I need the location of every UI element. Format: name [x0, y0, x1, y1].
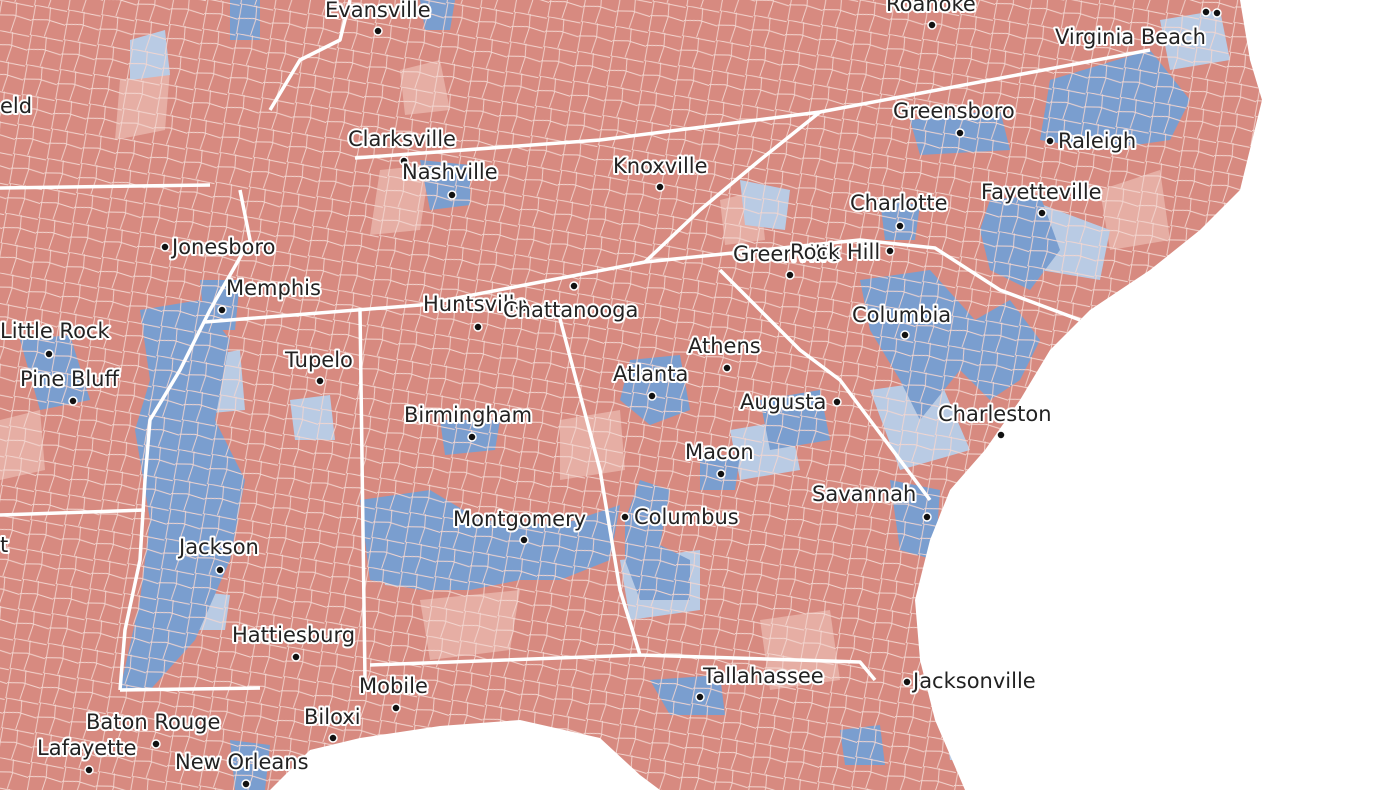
city-labels: Evansville Roanoke Virginia Beach eld Gr… — [0, 0, 1208, 776]
city-label: Memphis — [226, 276, 321, 300]
city-dot — [151, 739, 161, 749]
state-borders — [0, 0, 1151, 692]
city-label: Nashville — [402, 160, 498, 184]
city-dot — [68, 396, 78, 406]
city-label: Macon — [685, 440, 754, 464]
city-dot — [895, 221, 905, 231]
city-label: Raleigh — [1058, 129, 1136, 153]
city-label: Chattanooga — [503, 298, 638, 322]
city-dot — [519, 535, 529, 545]
water — [270, 0, 1374, 790]
city-dot — [160, 242, 170, 252]
city-dot — [1201, 7, 1211, 17]
city-label: Virginia Beach — [1055, 25, 1206, 49]
city-label: t — [0, 533, 8, 557]
city-label: Charlotte — [850, 191, 948, 215]
city-label: Evansville — [325, 0, 431, 22]
city-label: Jackson — [177, 535, 259, 559]
city-label: Columbus — [634, 505, 739, 529]
city-label: Biloxi — [304, 705, 361, 729]
city-dot — [922, 512, 932, 522]
city-dot — [1045, 136, 1055, 146]
city-dot — [927, 20, 937, 30]
city-dot — [832, 397, 842, 407]
city-dot — [447, 190, 457, 200]
city-label: Montgomery — [453, 507, 586, 531]
city-label: Hattiesburg — [232, 623, 355, 647]
city-dot — [695, 692, 705, 702]
city-dots — [44, 7, 1222, 789]
city-dot — [569, 281, 579, 291]
city-label: Pine Bluff — [20, 367, 119, 391]
city-label: Jacksonville — [911, 669, 1036, 693]
city-dot — [399, 156, 409, 166]
city-label: Greenville — [733, 242, 839, 266]
city-dot — [900, 330, 910, 340]
city-label: Greensboro — [893, 99, 1015, 123]
city-label: Tupelo — [284, 348, 353, 372]
city-dot — [785, 270, 795, 280]
city-dot — [955, 128, 965, 138]
city-dot — [215, 565, 225, 575]
city-label: Lafayette — [37, 736, 137, 760]
city-dot — [885, 246, 895, 256]
city-dot — [1037, 208, 1047, 218]
city-label: Knoxville — [613, 154, 708, 178]
city-dot — [620, 512, 630, 522]
city-dot — [328, 733, 338, 743]
city-dot — [722, 363, 732, 373]
city-label: Charleston — [938, 402, 1052, 426]
city-label: Rock Hill — [790, 240, 880, 264]
city-label: Fayetteville — [981, 180, 1102, 204]
city-dot — [716, 469, 726, 479]
city-dot — [391, 703, 401, 713]
city-dot — [473, 322, 483, 332]
city-dot — [315, 376, 325, 386]
city-label: Jonesboro — [170, 235, 275, 259]
city-label: eld — [0, 94, 32, 118]
city-dot — [44, 349, 54, 359]
city-dot — [241, 779, 251, 789]
city-label: Huntsville — [423, 292, 527, 316]
city-label: Athens — [688, 334, 761, 358]
city-label: Clarksville — [348, 127, 456, 151]
city-label: Little Rock — [0, 319, 110, 343]
city-dot — [217, 305, 227, 315]
city-dot — [996, 430, 1006, 440]
city-dot — [84, 765, 94, 775]
city-label: Savannah — [812, 482, 916, 506]
city-dot — [902, 677, 912, 687]
city-label: Birmingham — [404, 403, 532, 427]
city-label: Augusta — [740, 390, 826, 414]
city-label: Tallahassee — [702, 664, 824, 688]
city-label: Columbia — [852, 303, 951, 327]
city-dot — [373, 26, 383, 36]
city-dot — [655, 182, 665, 192]
city-dot — [1212, 8, 1222, 18]
city-label: Atlanta — [613, 362, 688, 386]
city-label: Roanoke — [886, 0, 976, 16]
city-label: Baton Rouge — [86, 710, 220, 734]
city-dot — [291, 652, 301, 662]
city-dot — [467, 432, 477, 442]
city-label: Mobile — [359, 674, 428, 698]
city-dot — [647, 391, 657, 401]
city-label: New Orleans — [175, 750, 309, 774]
